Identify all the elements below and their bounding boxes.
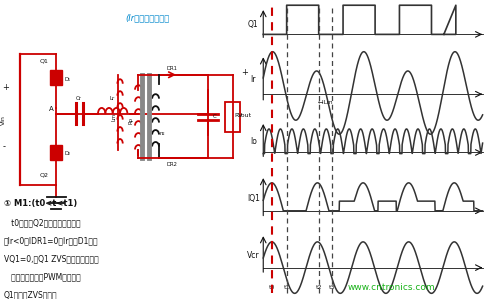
Text: Rp: Rp [128, 117, 134, 123]
Text: Q1上使其ZVS开通。: Q1上使其ZVS开通。 [4, 291, 57, 299]
Text: IQ1: IQ1 [247, 193, 260, 203]
Text: Cr: Cr [76, 96, 82, 101]
Text: t0: t0 [269, 285, 275, 290]
Text: Q1: Q1 [248, 20, 259, 29]
Text: t2: t2 [316, 285, 322, 290]
Text: n₂: n₂ [159, 131, 165, 135]
Text: Vin: Vin [1, 115, 6, 125]
Text: +: + [2, 83, 9, 92]
Text: t0时刻，Q2恰好关断，谐振电: t0时刻，Q2恰好关断，谐振电 [4, 219, 80, 228]
Text: D₁: D₁ [65, 77, 71, 82]
Text: DR2: DR2 [167, 162, 177, 167]
Bar [50, 70, 62, 85]
Text: t3: t3 [329, 285, 336, 290]
Text: 在这个过程中，PWM信号加在: 在这个过程中，PWM信号加在 [4, 273, 80, 282]
Text: D₂: D₂ [65, 152, 71, 156]
Text: Lr: Lr [109, 96, 114, 101]
Text: DR1: DR1 [167, 66, 177, 71]
Text: R: R [234, 113, 238, 118]
Text: t1: t1 [284, 285, 290, 290]
Text: A: A [49, 106, 54, 112]
Text: www.cntronics.com: www.cntronics.com [347, 283, 435, 292]
Text: Vcr: Vcr [247, 251, 260, 260]
Text: Ir: Ir [251, 75, 256, 85]
Text: Lm: Lm [111, 112, 117, 120]
Text: Vout: Vout [238, 113, 252, 118]
Text: ←ILm: ←ILm [318, 100, 333, 105]
Text: 流Ir<0，IDR1=0。Ir流经D1，使: 流Ir<0，IDR1=0。Ir流经D1，使 [4, 237, 98, 246]
Text: (Ir从左向右为正）: (Ir从左向右为正） [125, 13, 169, 22]
Text: ① M1:(t0<t<t1): ① M1:(t0<t<t1) [4, 199, 77, 208]
Text: Io: Io [250, 137, 257, 146]
Text: Q1: Q1 [39, 59, 48, 64]
Bar [50, 145, 62, 160]
Text: C: C [213, 114, 217, 119]
Text: -: - [2, 143, 5, 152]
Text: Q2: Q2 [39, 173, 48, 177]
Bar [225, 102, 240, 132]
Text: +: + [241, 68, 248, 77]
Text: VQ1=0,为Q1 ZVS开通创造条件。: VQ1=0,为Q1 ZVS开通创造条件。 [4, 255, 98, 264]
